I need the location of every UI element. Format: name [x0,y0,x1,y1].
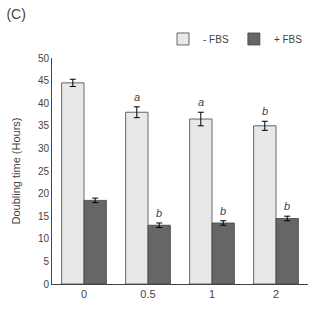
svg-text:Doubling time (Hours): Doubling time (Hours) [10,118,22,225]
svg-text:0.5: 0.5 [140,288,155,300]
svg-text:b: b [220,205,226,217]
svg-text:20: 20 [38,188,50,199]
svg-text:15: 15 [38,211,50,222]
svg-text:10: 10 [38,233,50,244]
svg-text:(C): (C) [6,6,25,22]
svg-text:50: 50 [38,53,50,64]
svg-text:b: b [262,105,268,117]
svg-text:a: a [134,91,140,103]
svg-text:25: 25 [38,166,50,177]
svg-text:45: 45 [38,75,50,86]
svg-text:0: 0 [81,288,87,300]
svg-text:35: 35 [38,120,50,131]
svg-text:30: 30 [38,143,50,154]
svg-text:b: b [156,207,162,219]
svg-text:- FBS: - FBS [203,34,229,45]
svg-text:5: 5 [43,256,49,267]
svg-text:+ FBS: + FBS [274,34,302,45]
svg-text:b: b [284,200,290,212]
svg-text:a: a [198,96,204,108]
svg-text:40: 40 [38,98,50,109]
svg-text:2: 2 [273,288,279,300]
svg-text:1: 1 [209,288,215,300]
svg-text:0: 0 [43,279,49,290]
